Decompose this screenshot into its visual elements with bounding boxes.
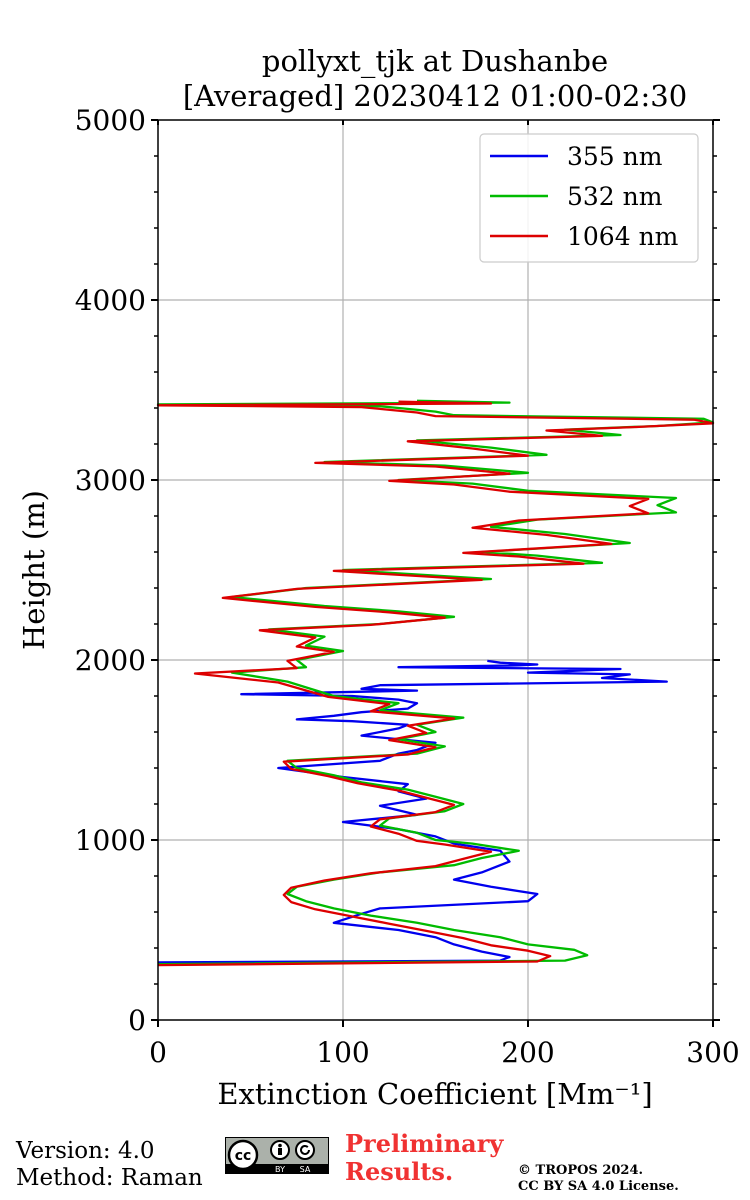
y-tick-label: 0 <box>128 1004 146 1037</box>
legend-label: 355 nm <box>567 142 663 171</box>
cc-icon: cc <box>235 1148 252 1164</box>
badge-by-label: BY <box>275 1165 285 1174</box>
y-tick-label: 4000 <box>75 284 146 317</box>
x-tick-label: 300 <box>686 1036 739 1069</box>
preliminary-notice: Preliminary Results. <box>345 1130 503 1186</box>
version-label: Version: 4.0 <box>16 1138 155 1164</box>
legend-box <box>479 133 699 263</box>
y-tick-label: 3000 <box>75 464 146 497</box>
by-person-icon <box>278 1143 282 1148</box>
version-info: Version: 4.0 Method: Raman <box>16 1138 203 1192</box>
x-tick-label: 200 <box>501 1036 554 1069</box>
y-axis-label: Height (m) <box>17 490 51 650</box>
chart-title-line1: pollyxt_tjk at Dushanbe <box>262 44 608 79</box>
y-tick-label: 5000 <box>75 104 146 137</box>
copyright-line1: © TROPOS 2024. <box>518 1163 644 1178</box>
y-tick-label: 1000 <box>75 824 146 857</box>
preliminary-line2: Results. <box>345 1157 454 1186</box>
chart-title-line2: [Averaged] 20230412 01:00-02:30 <box>183 79 687 113</box>
legend-label: 1064 nm <box>567 222 679 251</box>
cc-by-sa-badge: cc BY SA <box>225 1137 329 1174</box>
x-tick-label: 100 <box>316 1036 369 1069</box>
copyright-notice: © TROPOS 2024. CC BY SA 4.0 License. <box>518 1163 679 1195</box>
series-line-355-nm <box>157 659 668 964</box>
preliminary-line1: Preliminary <box>345 1129 504 1158</box>
y-tick-label: 2000 <box>75 644 146 677</box>
legend-label: 532 nm <box>567 182 663 211</box>
legend: 355 nm 532 nm 1064 nm <box>479 133 699 263</box>
x-tick-label: 0 <box>149 1036 167 1069</box>
x-axis-label: Extinction Coefficient [Mm⁻¹] <box>217 1077 652 1111</box>
copyright-line2: CC BY SA 4.0 License. <box>518 1179 679 1194</box>
axes-frame <box>157 119 714 1021</box>
method-label: Method: Raman <box>16 1165 203 1191</box>
sa-arrow-icon <box>300 1144 310 1155</box>
badge-sa-label: SA <box>300 1165 311 1174</box>
series-line-1064-nm <box>156 400 715 967</box>
plot-area <box>156 399 715 967</box>
